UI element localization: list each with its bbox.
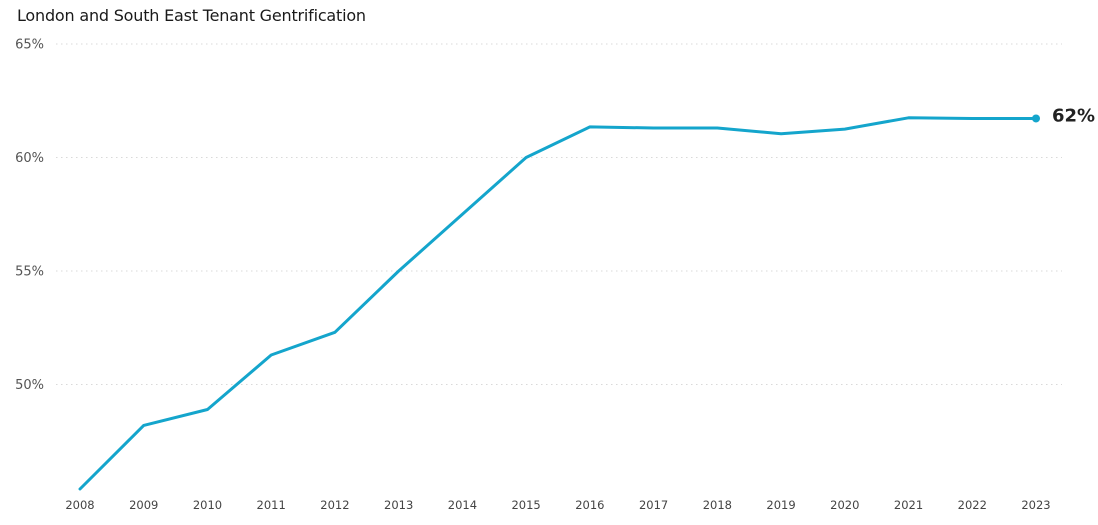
x-tick-label: 2012 [320,498,349,512]
x-tick-label: 2013 [384,498,413,512]
x-tick-label: 2009 [129,498,158,512]
x-tick-label: 2023 [1021,498,1050,512]
gridlines [56,43,1062,386]
y-tick-label: 65% [15,38,44,53]
x-tick-label: 2008 [65,498,94,512]
x-tick-label: 2019 [766,498,795,512]
x-tick-label: 2022 [958,498,987,512]
x-tick-label: 2016 [575,498,604,512]
x-tick-label: 2020 [830,498,859,512]
series-line [78,116,1038,491]
y-tick-label: 50% [15,378,44,393]
x-tick-label: 2014 [448,498,477,512]
y-tick-label: 55% [15,265,44,280]
y-axis-ticks: 50% 55% 60% 65% [15,38,44,394]
end-point-marker [1032,114,1040,123]
x-tick-label: 2017 [639,498,668,512]
x-tick-label: 2021 [894,498,923,512]
y-tick-label: 60% [15,151,44,166]
end-label-layer: 62% [1052,105,1095,126]
x-tick-label: 2010 [193,498,222,512]
x-axis-ticks: 2008 2009 2010 2011 2012 2013 2014 2015 2016 2017… [65,498,1050,512]
x-tick-label: 2018 [703,498,732,512]
series-layer [78,114,1040,491]
x-tick-label: 2015 [511,498,540,512]
x-tick-label: 2011 [257,498,286,512]
chart-title: London and South East Tenant Gentrificat… [17,6,366,25]
end-value-label: 62% [1052,105,1095,126]
